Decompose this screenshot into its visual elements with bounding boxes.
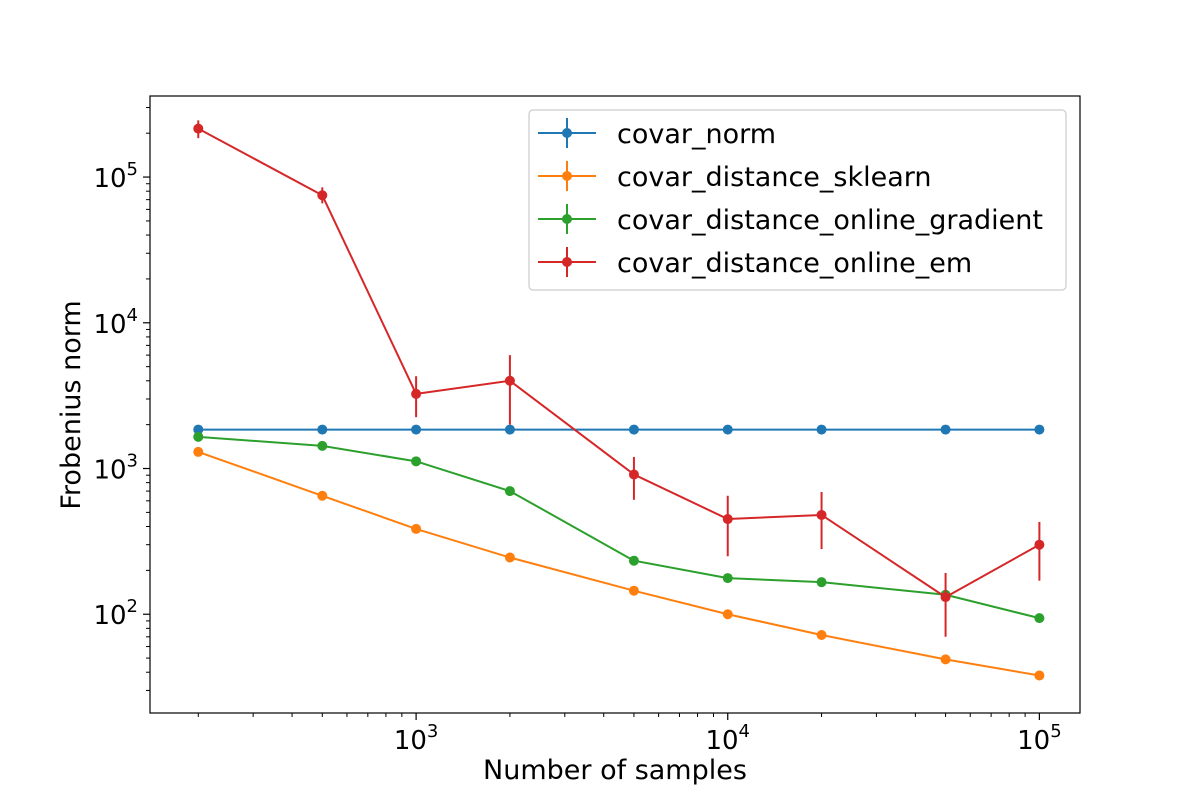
data-point bbox=[504, 552, 515, 563]
data-point bbox=[1034, 613, 1045, 624]
data-point bbox=[504, 375, 515, 386]
data-point bbox=[317, 440, 328, 451]
legend-entry: covar_distance_sklearn bbox=[538, 161, 932, 193]
data-point bbox=[504, 486, 515, 497]
data-point bbox=[193, 123, 204, 134]
legend-entry: covar_distance_online_em bbox=[538, 247, 972, 279]
data-point bbox=[1034, 539, 1045, 550]
data-point bbox=[628, 555, 639, 566]
data-point bbox=[317, 190, 328, 201]
legend-entry: covar_norm bbox=[538, 118, 776, 150]
data-point bbox=[504, 424, 515, 435]
data-point bbox=[193, 424, 204, 435]
data-point bbox=[722, 424, 733, 435]
data-point bbox=[816, 424, 827, 435]
data-point bbox=[411, 388, 422, 399]
series-covar_distance_online_gradient bbox=[193, 431, 1045, 624]
legend-label-covar-distance-sklearn: covar_distance_sklearn bbox=[617, 162, 932, 193]
y-axis-label: Frobenius norm bbox=[56, 300, 87, 509]
legend-label-covar-norm: covar_norm bbox=[617, 119, 776, 150]
legend-box bbox=[528, 109, 1067, 291]
series-line bbox=[197, 450, 1040, 677]
x-tick-label: 105 bbox=[1017, 721, 1062, 756]
data-point bbox=[816, 630, 827, 641]
y-tick-label: 102 bbox=[93, 596, 138, 631]
plot-marks bbox=[193, 120, 1045, 681]
legend: covar_norm covar_distance_sklearn covar_… bbox=[528, 109, 1067, 291]
data-point bbox=[193, 446, 204, 457]
data-point bbox=[317, 490, 328, 501]
legend-marker-covar-distance-online-em bbox=[562, 257, 572, 267]
x-tick-label: 104 bbox=[705, 721, 750, 756]
x-axis-label: Number of samples bbox=[483, 755, 747, 786]
data-point bbox=[722, 514, 733, 525]
data-point bbox=[940, 424, 951, 435]
data-point bbox=[193, 431, 204, 442]
legend-label-covar-distance-online-gradient: covar_distance_online_gradient bbox=[617, 205, 1043, 236]
data-point bbox=[816, 577, 827, 588]
legend-marker-covar-norm bbox=[562, 128, 572, 138]
data-point bbox=[940, 592, 951, 603]
data-point bbox=[411, 456, 422, 467]
data-point bbox=[1034, 424, 1045, 435]
series-covar_norm bbox=[193, 424, 1045, 435]
y-tick-label: 103 bbox=[93, 451, 138, 486]
legend-entry: covar_distance_online_gradient bbox=[538, 204, 1043, 236]
data-point bbox=[722, 609, 733, 620]
series-covar_distance_sklearn bbox=[193, 446, 1045, 681]
data-point bbox=[628, 585, 639, 596]
legend-marker-covar-distance-sklearn bbox=[562, 171, 572, 181]
data-point bbox=[722, 573, 733, 584]
series-covar_distance_online_em bbox=[193, 120, 1045, 637]
plot-frame bbox=[149, 95, 1081, 714]
data-point bbox=[628, 424, 639, 435]
data-point bbox=[411, 424, 422, 435]
legend-label-covar-distance-online-em: covar_distance_online_em bbox=[617, 248, 972, 279]
data-point bbox=[1034, 670, 1045, 681]
data-point bbox=[628, 469, 639, 480]
x-tick-label: 103 bbox=[394, 721, 439, 756]
data-point bbox=[317, 424, 328, 435]
axis-ticks: 103 104 105 102 103 104 105 bbox=[93, 107, 1062, 756]
y-tick-label: 104 bbox=[93, 305, 138, 340]
y-tick-label: 105 bbox=[93, 159, 138, 194]
legend-marker-covar-distance-online-gradient bbox=[562, 214, 572, 224]
data-point bbox=[816, 509, 827, 520]
data-point bbox=[411, 523, 422, 534]
data-point bbox=[940, 654, 951, 665]
